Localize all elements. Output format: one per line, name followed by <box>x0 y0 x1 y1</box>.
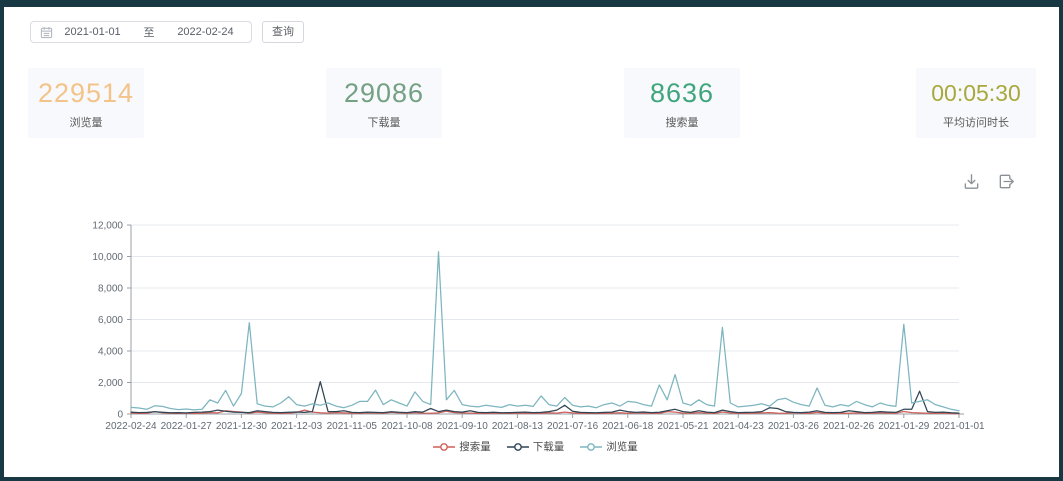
legend-label: 浏览量 <box>606 441 638 453</box>
stat-card-searches: 8636 搜索量 <box>624 68 740 138</box>
svg-text:0: 0 <box>117 410 123 421</box>
svg-text:2021-12-03: 2021-12-03 <box>271 421 323 432</box>
svg-text:2021-02-26: 2021-02-26 <box>823 421 875 432</box>
svg-text:2022-02-24: 2022-02-24 <box>105 421 157 432</box>
pageviews-value: 229514 <box>37 78 135 108</box>
download-button[interactable] <box>960 172 982 194</box>
export-icon <box>997 172 1016 194</box>
svg-text:2021-08-13: 2021-08-13 <box>492 421 544 432</box>
date-end-value[interactable]: 2022-02-24 <box>177 26 234 38</box>
stat-card-pageviews: 229514 浏览量 <box>28 68 144 138</box>
svg-text:2021-04-23: 2021-04-23 <box>713 421 765 432</box>
legend-label: 下载量 <box>532 441 565 453</box>
export-button[interactable] <box>995 172 1017 194</box>
downloads-label: 下载量 <box>367 117 401 129</box>
svg-text:2021-06-18: 2021-06-18 <box>602 421 654 432</box>
svg-text:4,000: 4,000 <box>98 347 123 358</box>
svg-text:12,000: 12,000 <box>92 221 123 232</box>
svg-text:6,000: 6,000 <box>98 315 123 326</box>
legend-marker-icon <box>506 442 529 451</box>
traffic-line-chart: 0 2,000 4,000 6,000 8,000 10,000 12,000 2022-02… <box>4 212 1059 464</box>
downloads-value: 29086 <box>343 78 425 108</box>
svg-text:2021-05-21: 2021-05-21 <box>657 421 709 432</box>
line-chart-canvas: 0 2,000 4,000 6,000 8,000 10,000 12,000 2022-02… <box>92 221 985 433</box>
calendar-icon <box>40 26 53 39</box>
svg-text:2022-01-27: 2022-01-27 <box>161 421 213 432</box>
stat-card-downloads: 29086 下载量 <box>326 68 442 138</box>
legend-marker-icon <box>433 442 456 451</box>
date-separator: 至 <box>143 27 155 39</box>
svg-text:2021-03-26: 2021-03-26 <box>768 421 820 432</box>
svg-text:10,000: 10,000 <box>92 252 123 263</box>
stat-card-avg-duration: 00:05:30 平均访问时长 <box>916 68 1036 138</box>
svg-text:2021-01-01: 2021-01-01 <box>933 421 985 432</box>
pageviews-label: 浏览量 <box>69 117 103 129</box>
svg-text:2021-01-29: 2021-01-29 <box>878 421 930 432</box>
svg-text:2021-12-30: 2021-12-30 <box>216 421 268 432</box>
query-button[interactable]: 查询 <box>262 21 304 43</box>
svg-text:8,000: 8,000 <box>98 284 123 295</box>
svg-text:2021-09-10: 2021-09-10 <box>437 421 489 432</box>
legend-item-0[interactable]: 搜索量 <box>433 439 491 454</box>
svg-text:2021-10-08: 2021-10-08 <box>381 421 433 432</box>
chart-toolbar <box>960 172 1017 194</box>
searches-value: 8636 <box>649 78 715 108</box>
legend-item-2[interactable]: 浏览量 <box>580 439 638 454</box>
date-range-picker[interactable]: 2021-01-01 至 2022-02-24 <box>30 21 252 43</box>
legend-marker-icon <box>580 442 603 451</box>
download-icon <box>962 172 981 194</box>
legend-label: 搜索量 <box>459 441 491 453</box>
avg-duration-value: 00:05:30 <box>931 80 1021 106</box>
legend-item-1[interactable]: 下载量 <box>506 439 565 454</box>
chart-legend: 搜索量 下载量 浏览量 <box>4 439 1059 454</box>
date-start-value[interactable]: 2021-01-01 <box>64 26 121 38</box>
avg-duration-label: 平均访问时长 <box>943 117 1009 129</box>
svg-text:2021-11-05: 2021-11-05 <box>327 421 378 432</box>
searches-label: 搜索量 <box>665 117 699 129</box>
svg-text:2021-07-16: 2021-07-16 <box>547 421 599 432</box>
svg-text:2,000: 2,000 <box>98 378 123 389</box>
